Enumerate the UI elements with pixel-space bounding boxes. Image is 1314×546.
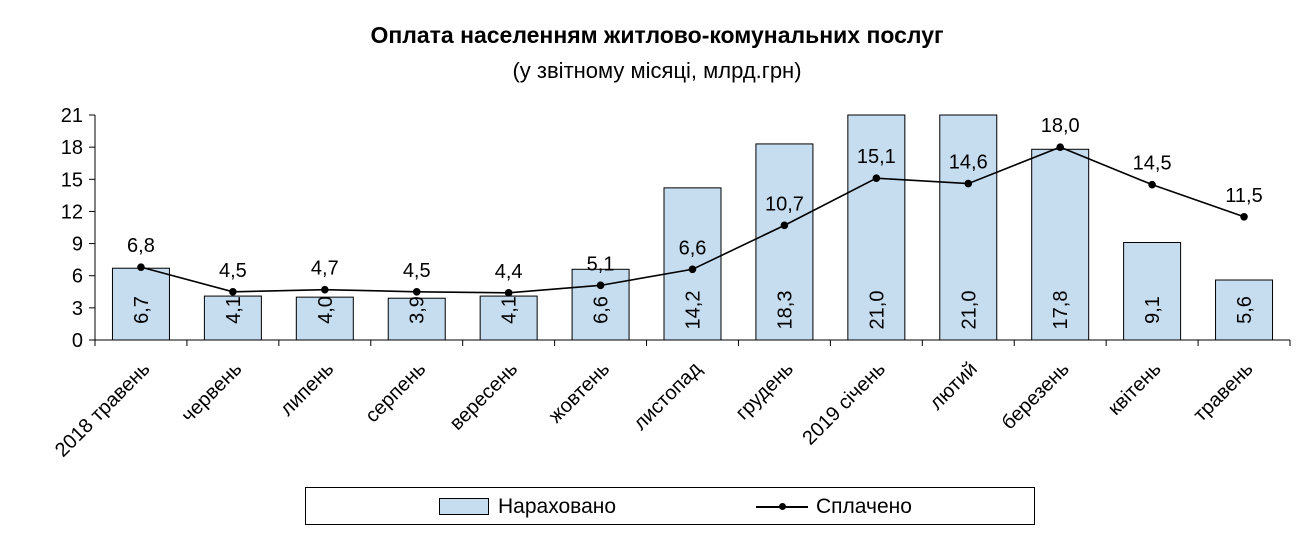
paid-point bbox=[1056, 143, 1064, 151]
paid-point bbox=[1148, 180, 1156, 189]
y-tick-label: 0 bbox=[72, 330, 83, 352]
bar bbox=[571, 268, 630, 341]
bar bbox=[939, 114, 998, 341]
x-tick-label: 2018 травень bbox=[51, 358, 155, 462]
paid-value-label: 6,8 bbox=[127, 235, 155, 257]
paid-value-label: 4,7 bbox=[311, 258, 339, 280]
x-tick-label: жовтень bbox=[545, 358, 614, 427]
y-tick-label: 15 bbox=[61, 169, 83, 191]
bar bbox=[1031, 148, 1090, 341]
bar-value-label: 14,2 bbox=[683, 291, 705, 330]
bar bbox=[387, 297, 446, 341]
legend-label-accrued: Нараховано bbox=[498, 495, 617, 518]
bar-value-label: 4,1 bbox=[499, 296, 521, 324]
bar-value-label: 21,0 bbox=[866, 291, 888, 330]
x-tick-label: березень bbox=[998, 358, 1074, 434]
bar-value-label: 9,1 bbox=[1142, 296, 1164, 324]
x-tick-label: червень bbox=[177, 358, 246, 427]
y-tick-label: 3 bbox=[72, 298, 83, 320]
paid-point bbox=[688, 265, 697, 274]
bar bbox=[295, 296, 354, 341]
paid-point bbox=[1240, 212, 1248, 221]
paid-value-label: 11,5 bbox=[1225, 185, 1262, 207]
bar bbox=[111, 267, 170, 341]
bar bbox=[1123, 242, 1182, 341]
paid-point bbox=[780, 221, 789, 230]
paid-point bbox=[504, 289, 513, 297]
paid-point bbox=[412, 287, 421, 296]
paid-value-label: 5,1 bbox=[587, 253, 615, 275]
legend: Нараховано Сплачено bbox=[305, 487, 1035, 525]
paid-value-label: 14,6 bbox=[949, 152, 988, 174]
bar bbox=[1215, 279, 1274, 341]
bar-value-label: 5,6 bbox=[1234, 296, 1256, 324]
paid-point bbox=[321, 285, 329, 294]
paid-value-label: 18,0 bbox=[1041, 115, 1080, 137]
paid-point bbox=[872, 174, 881, 183]
x-tick-label: травень bbox=[1189, 358, 1257, 426]
bar-value-label: 4,0 bbox=[315, 296, 337, 324]
y-tick-label: 18 bbox=[61, 137, 83, 159]
bar bbox=[663, 187, 722, 341]
bar bbox=[755, 143, 814, 341]
bar-value-label: 18,3 bbox=[774, 291, 796, 330]
y-tick-label: 12 bbox=[61, 201, 83, 223]
x-tick-label: грудень bbox=[732, 358, 798, 424]
bar-value-label: 21,0 bbox=[958, 291, 980, 330]
y-tick-label: 9 bbox=[72, 234, 83, 256]
bar-value-label: 3,9 bbox=[407, 296, 429, 324]
paid-value-label: 6,6 bbox=[679, 237, 707, 259]
paid-point bbox=[964, 179, 973, 188]
x-tick-label: лютий bbox=[925, 358, 981, 414]
paid-value-label: 4,5 bbox=[403, 260, 431, 282]
paid-point bbox=[596, 281, 605, 290]
paid-point bbox=[137, 263, 145, 271]
legend-swatch-accrued bbox=[439, 498, 489, 515]
paid-value-label: 14,5 bbox=[1133, 153, 1172, 175]
paid-value-label: 15,1 bbox=[857, 146, 896, 168]
y-tick-label: 6 bbox=[72, 266, 83, 288]
paid-value-label: 10,7 bbox=[765, 193, 804, 215]
x-tick-label: 2019 січень bbox=[798, 358, 890, 450]
paid-point bbox=[229, 287, 237, 296]
bar bbox=[203, 295, 262, 341]
chart-plot: 0 3 6 9 12 15 18 21 6,7 4,1 4,0 3,9 4,1 6,6 14,2 18,3 21… bbox=[51, 105, 1291, 462]
bar-value-label: 4,1 bbox=[223, 296, 245, 324]
paid-value-label: 4,5 bbox=[219, 260, 247, 282]
bar bbox=[847, 114, 906, 341]
x-tick-label: вересень bbox=[446, 358, 523, 435]
x-tick-label: липень bbox=[276, 358, 338, 420]
bar bbox=[479, 295, 538, 341]
paid-value-label: 4,4 bbox=[495, 261, 523, 283]
x-tick-label: серпень bbox=[361, 358, 430, 427]
x-tick-label: квітень bbox=[1104, 358, 1166, 420]
chart-subtitle: (у звітному місяці, млрд.грн) bbox=[512, 58, 802, 83]
bar-value-label: 6,6 bbox=[591, 296, 613, 324]
legend-label-paid: Сплачено bbox=[816, 495, 912, 518]
bar-value-label: 17,8 bbox=[1050, 291, 1072, 330]
x-tick-label: листопад bbox=[629, 358, 706, 435]
y-tick-label: 21 bbox=[61, 105, 83, 127]
legend-marker-paid bbox=[779, 503, 786, 510]
bar-value-label: 6,7 bbox=[131, 296, 153, 324]
chart-title: Оплата населенням житлово-комунальних по… bbox=[370, 22, 944, 48]
